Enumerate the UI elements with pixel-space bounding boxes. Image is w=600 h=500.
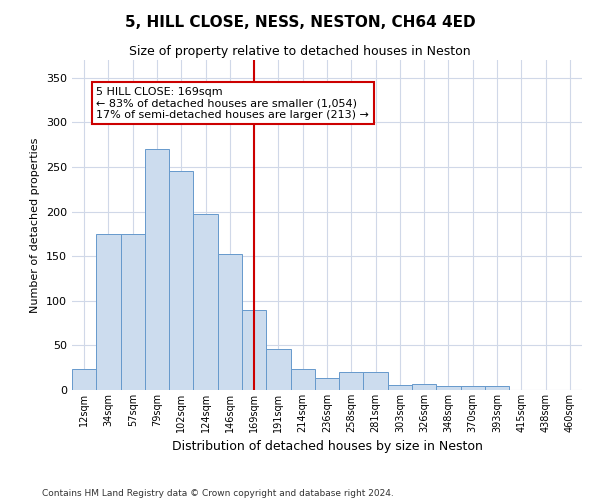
Bar [193, 214, 218, 390]
Bar [461, 386, 485, 390]
Bar [72, 370, 96, 390]
Bar [315, 378, 339, 390]
Text: Contains HM Land Registry data © Crown copyright and database right 2024.: Contains HM Land Registry data © Crown c… [42, 488, 394, 498]
X-axis label: Distribution of detached houses by size in Neston: Distribution of detached houses by size … [172, 440, 482, 454]
Bar [218, 254, 242, 390]
Bar [436, 386, 461, 390]
Bar [242, 310, 266, 390]
Bar [121, 234, 145, 390]
Text: 5, HILL CLOSE, NESS, NESTON, CH64 4ED: 5, HILL CLOSE, NESS, NESTON, CH64 4ED [125, 15, 475, 30]
Bar [485, 386, 509, 390]
Text: 5 HILL CLOSE: 169sqm
← 83% of detached houses are smaller (1,054)
17% of semi-de: 5 HILL CLOSE: 169sqm ← 83% of detached h… [96, 87, 369, 120]
Bar [290, 368, 315, 390]
Bar [412, 384, 436, 390]
Bar [169, 172, 193, 390]
Y-axis label: Number of detached properties: Number of detached properties [31, 138, 40, 312]
Bar [266, 349, 290, 390]
Bar [145, 149, 169, 390]
Bar [339, 372, 364, 390]
Bar [96, 234, 121, 390]
Text: Size of property relative to detached houses in Neston: Size of property relative to detached ho… [129, 45, 471, 58]
Bar [388, 384, 412, 390]
Bar [364, 372, 388, 390]
